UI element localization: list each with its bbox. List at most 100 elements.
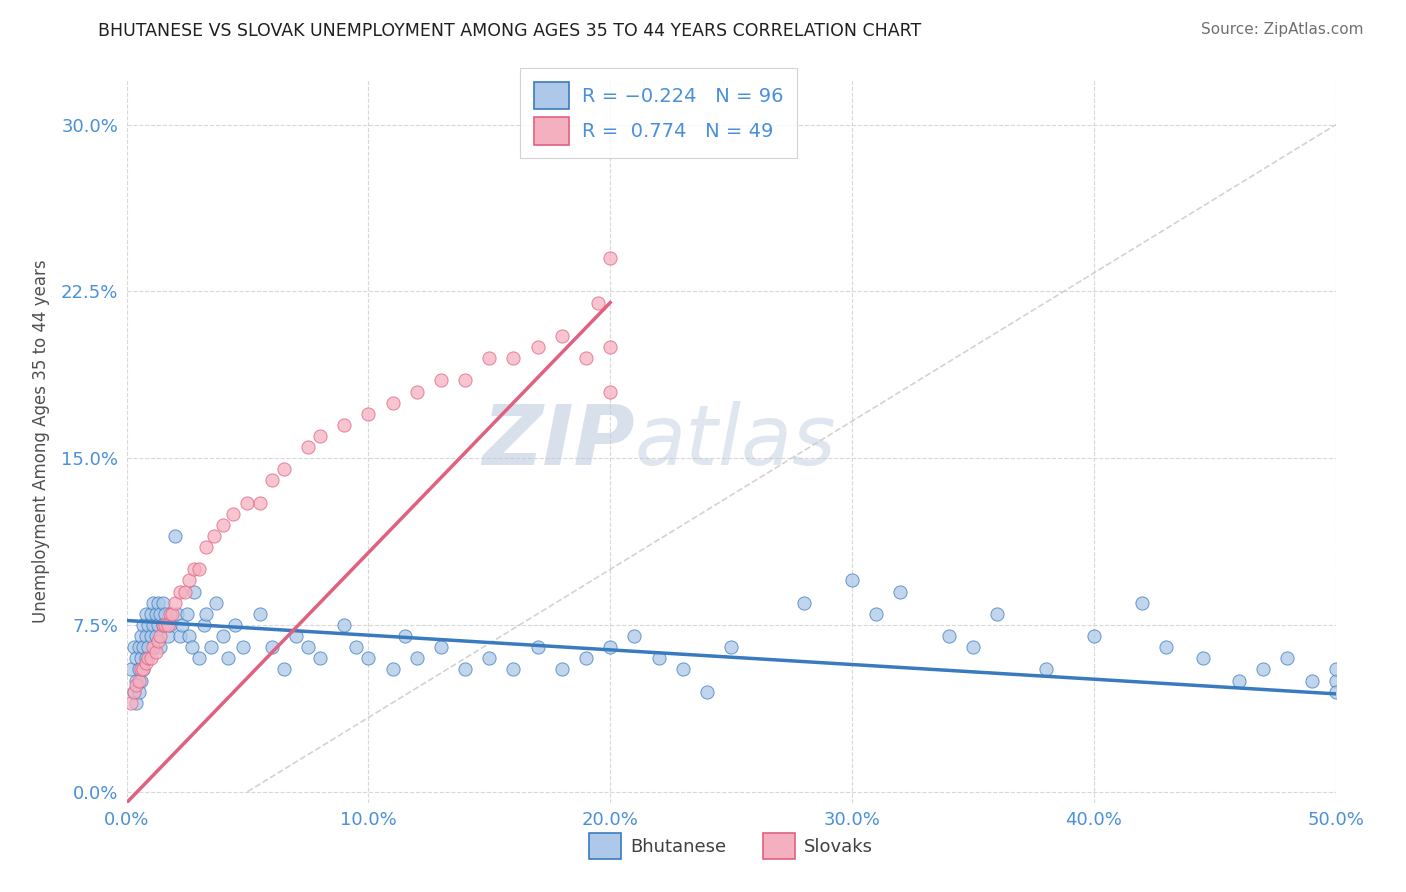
Point [1227,673,1250,688]
Point [526,640,548,655]
Point [551,329,574,343]
Point [202,529,225,543]
Point [180,640,202,655]
Point [599,640,621,655]
Point [478,651,501,665]
Point [249,607,271,621]
Point [1130,596,1153,610]
Point [145,607,167,621]
Point [841,574,863,588]
Point [224,618,246,632]
Point [142,640,165,655]
Point [938,629,960,643]
Point [195,607,218,621]
Point [478,351,501,366]
Point [125,651,148,665]
Point [357,651,380,665]
Point [188,651,211,665]
Point [128,673,150,688]
Point [135,656,157,670]
Point [128,640,150,655]
Point [1324,684,1347,698]
Point [599,251,621,265]
Point [599,340,621,354]
Point [146,596,169,610]
Point [1251,662,1274,676]
Y-axis label: Unemployment Among Ages 35 to 44 years: Unemployment Among Ages 35 to 44 years [32,260,49,624]
Point [169,629,191,643]
Text: BHUTANESE VS SLOVAK UNEMPLOYMENT AMONG AGES 35 TO 44 YEARS CORRELATION CHART: BHUTANESE VS SLOVAK UNEMPLOYMENT AMONG A… [98,22,922,40]
Point [647,651,669,665]
Point [135,607,157,621]
Point [357,407,380,421]
Point [212,629,235,643]
Point [297,440,319,454]
Point [146,633,169,648]
Point [586,295,609,310]
Point [222,507,245,521]
Point [155,618,177,632]
Point [125,678,148,692]
Point [156,629,179,643]
Point [454,373,477,387]
Point [146,618,169,632]
Point [309,429,332,443]
Point [179,629,201,643]
Point [720,640,742,655]
Point [1277,651,1299,665]
Point [179,574,201,588]
Point [129,662,152,676]
Point [232,640,254,655]
Point [169,584,191,599]
Point [502,662,524,676]
Point [125,696,148,710]
Point [149,629,172,643]
Point [623,629,645,643]
Point [236,496,259,510]
Point [120,662,142,676]
Text: ZIP: ZIP [482,401,634,482]
Point [1191,651,1213,665]
Point [962,640,984,655]
Point [405,384,427,399]
Point [145,629,167,643]
Point [188,562,211,576]
Point [696,684,718,698]
Point [454,662,477,676]
Point [1324,662,1347,676]
Point [159,618,181,632]
Text: atlas: atlas [634,401,837,482]
Point [183,562,205,576]
Point [120,696,142,710]
Point [1324,673,1347,688]
Point [139,651,162,665]
Point [297,640,319,655]
Point [284,629,307,643]
Point [129,651,152,665]
Point [260,474,283,488]
Point [163,529,186,543]
Point [152,596,174,610]
Point [1083,629,1105,643]
Point [128,684,150,698]
Point [217,651,239,665]
Point [136,618,159,632]
Point [575,351,598,366]
Point [145,645,167,659]
Point [333,417,356,432]
Point [155,607,177,621]
Point [162,607,184,621]
Point [132,662,155,676]
Point [132,640,155,655]
Point [381,662,404,676]
Point [333,618,356,632]
Point [142,596,165,610]
Point [156,618,179,632]
Point [136,640,159,655]
Point [173,584,195,599]
Point [172,618,194,632]
Point [122,684,145,698]
Point [139,629,162,643]
Point [166,607,188,621]
Point [430,640,453,655]
